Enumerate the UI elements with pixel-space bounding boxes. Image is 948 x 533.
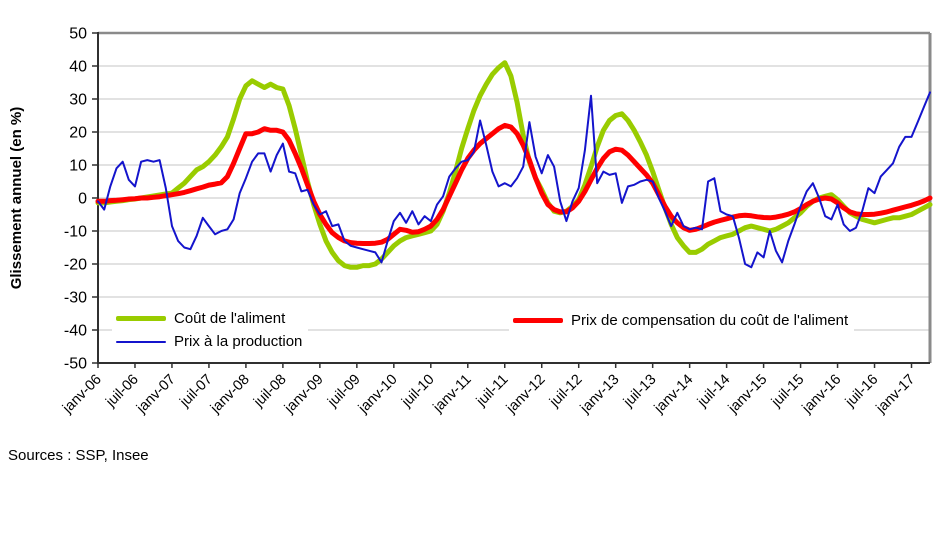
- legend-item-prix-production: Prix à la production: [116, 330, 302, 353]
- x-tick-label-janv-06: janv-06: [59, 372, 105, 418]
- x-tick-label-janv-16: janv-16: [799, 372, 845, 418]
- x-tick-label-janv-09: janv-09: [281, 372, 327, 418]
- y-tick-label--30: -30: [64, 290, 87, 307]
- y-tick-label-20: 20: [69, 125, 87, 142]
- x-tick-label-janv-10: janv-10: [355, 372, 401, 418]
- legend-label-prix-compensation: Prix de compensation du coût de l'alimen…: [571, 312, 849, 329]
- legend-line-prix-compensation-icon: [513, 318, 563, 323]
- y-tick-label--40: -40: [64, 323, 87, 340]
- line-cout-aliment: [95, 60, 933, 270]
- y-tick-label-40: 40: [69, 59, 87, 76]
- legend-label-cout-aliment: Coût de l'aliment: [174, 310, 286, 327]
- y-tick-label-0: 0: [78, 191, 87, 208]
- x-tick-label-janv-11: janv-11: [430, 372, 475, 417]
- y-tick-label-10: 10: [69, 158, 87, 175]
- x-tick-label-janv-07: janv-07: [133, 372, 179, 418]
- y-tick-label--10: -10: [64, 224, 87, 241]
- legend-label-prix-production: Prix à la production: [174, 333, 303, 350]
- x-tick-label-janv-08: janv-08: [207, 372, 253, 418]
- legend-item-cout-aliment: Coût de l'aliment: [116, 307, 302, 330]
- sources-note: Sources : SSP, Insee: [8, 447, 149, 464]
- x-tick-label-janv-14: janv-14: [651, 372, 697, 418]
- legend-left: Coût de l'aliment Prix à la production: [112, 305, 309, 355]
- legend-line-cout-aliment-icon: [116, 316, 166, 321]
- line-prix-production: [97, 91, 931, 269]
- y-tick-label--50: -50: [64, 356, 87, 373]
- legend-line-prix-production-icon: [116, 340, 166, 343]
- y-axis-title: Glissement annuel (en %): [8, 106, 25, 290]
- y-tick-label-50: 50: [69, 26, 87, 43]
- x-tick-label-janv-17: janv-17: [873, 372, 919, 418]
- y-tick-label-30: 30: [69, 92, 87, 109]
- x-tick-label-janv-12: janv-12: [503, 372, 549, 418]
- legend-item-prix-compensation: Prix de compensation du coût de l'alimen…: [513, 309, 848, 332]
- legend-right: Prix de compensation du coût de l'alimen…: [509, 307, 855, 334]
- x-tick-label-janv-15: janv-15: [725, 372, 771, 418]
- x-tick-label-janv-13: janv-13: [577, 372, 623, 418]
- y-tick-label--20: -20: [64, 257, 87, 274]
- line-prix-compensation: [95, 122, 933, 246]
